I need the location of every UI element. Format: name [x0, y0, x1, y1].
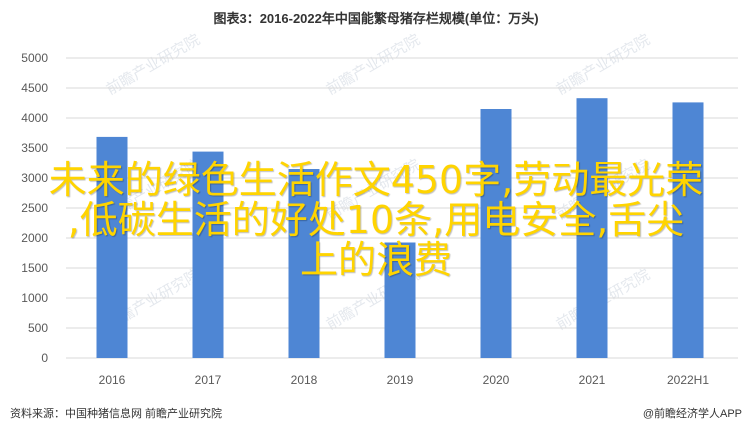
watermark-text: 前瞻产业研究院: [323, 155, 423, 223]
bar-2022H1: [672, 102, 704, 359]
y-tick-label: 0: [41, 351, 48, 365]
x-tick-label: 2019: [387, 373, 414, 387]
x-tick-label: 2021: [579, 373, 606, 387]
y-tick-label: 4500: [21, 81, 48, 95]
y-tick-label: 3500: [21, 141, 48, 155]
x-axis-ticks: 2016 2017 2018 2019 2020 2021 2022H1: [99, 373, 710, 387]
y-tick-label: 2000: [21, 231, 48, 245]
y-tick-label: 3000: [21, 171, 48, 185]
bar-2020: [480, 109, 512, 358]
bar-2018: [288, 169, 320, 358]
y-tick-label: 1000: [21, 291, 48, 305]
source-note: 资料来源：中国种猪信息网 前瞻产业研究院: [10, 408, 223, 420]
credit-note: @前瞻经济学人APP: [642, 408, 742, 420]
bar-2021: [576, 98, 608, 358]
bars: [96, 98, 704, 359]
y-tick-label: 2500: [21, 201, 48, 215]
y-axis-ticks: 0 500 1000 1500 2000 2500 3000 3500 4000 4500 5000: [21, 51, 48, 365]
bar-2019: [384, 242, 416, 358]
x-tick-label: 2017: [195, 373, 222, 387]
x-tick-label: 2022H1: [667, 373, 709, 387]
y-tick-label: 5000: [21, 51, 48, 65]
bar-2016: [96, 136, 128, 358]
y-tick-label: 4000: [21, 111, 48, 125]
y-tick-label: 500: [28, 321, 48, 335]
x-tick-label: 2016: [99, 373, 126, 387]
y-tick-label: 1500: [21, 261, 48, 275]
chart-title: 图表3：2016-2022年中国能繁母猪存栏规模(单位：万头): [213, 11, 538, 26]
x-tick-label: 2020: [483, 373, 510, 387]
bar-2017: [192, 151, 224, 358]
x-tick-label: 2018: [291, 373, 318, 387]
